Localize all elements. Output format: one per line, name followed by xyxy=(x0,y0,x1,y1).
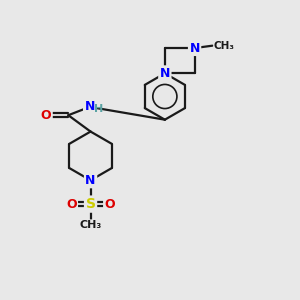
Text: N: N xyxy=(85,174,96,187)
Text: CH₃: CH₃ xyxy=(214,41,235,51)
Text: H: H xyxy=(94,104,103,114)
Text: N: N xyxy=(189,42,200,55)
Text: N: N xyxy=(85,100,95,113)
Text: O: O xyxy=(105,198,115,211)
Text: N: N xyxy=(160,67,170,80)
Text: CH₃: CH₃ xyxy=(80,220,102,230)
Text: O: O xyxy=(66,198,76,211)
Text: S: S xyxy=(85,197,96,211)
Text: O: O xyxy=(41,109,51,122)
